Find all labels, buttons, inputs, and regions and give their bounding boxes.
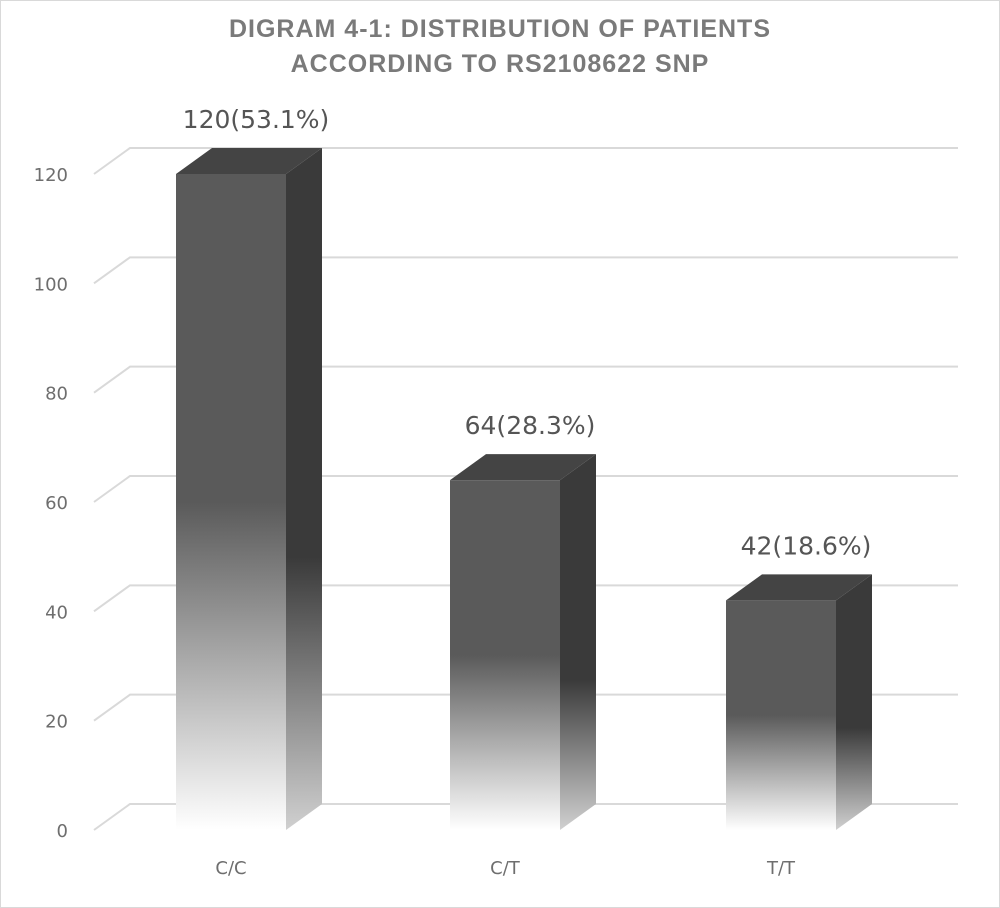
bar-top-c-t: [450, 454, 596, 481]
y-axis: 0 20 40 60 80 100 120: [34, 165, 68, 842]
bar-c-c: [176, 148, 322, 830]
chart-title-line-1: DIGRAM 4-1: DISTRIBUTION OF PATIENTS: [228, 15, 772, 43]
gridline-100: [93, 256, 958, 285]
bar-front-c-c: [176, 174, 286, 830]
gridlines: [93, 147, 958, 831]
x-tick-label-c-c: C/C: [215, 858, 246, 879]
x-axis: C/C C/T T/T: [215, 858, 796, 879]
gridline-0: [93, 803, 958, 831]
chart-title-line-2: ACCORDING TO RS2108622 SNP: [290, 50, 710, 78]
x-tick-label-t-t: T/T: [766, 858, 796, 879]
bar-side-t-t: [836, 574, 872, 830]
bar-front-t-t: [726, 600, 836, 830]
y-tick-label-20: 20: [45, 712, 68, 733]
y-tick-label-60: 60: [45, 493, 68, 514]
x-tick-label-c-t: C/T: [490, 858, 521, 879]
gridline-80: [93, 365, 958, 394]
bar-front-c-t: [450, 480, 560, 830]
bar-top-t-t: [726, 574, 872, 601]
data-labels: 120(53.1%) 64(28.3%) 42(18.6%): [183, 105, 872, 560]
data-label-c-t: 64(28.3%): [465, 411, 596, 440]
gridline-60: [93, 475, 958, 503]
bar-c-t: [450, 454, 596, 830]
chart-title: DIGRAM 4-1: DISTRIBUTION OF PATIENTS ACC…: [0, 12, 1000, 82]
gridline-40: [93, 584, 958, 613]
y-tick-label-0: 0: [57, 821, 68, 842]
gridline-120: [93, 147, 958, 175]
bars: [176, 148, 872, 830]
y-tick-label-120: 120: [34, 165, 68, 186]
bar-side-c-c: [286, 148, 322, 830]
y-tick-label-40: 40: [45, 602, 68, 623]
y-tick-label-80: 80: [45, 384, 68, 405]
data-label-c-c: 120(53.1%): [183, 105, 330, 134]
bar-top-c-c: [176, 148, 322, 174]
data-label-t-t: 42(18.6%): [741, 531, 872, 560]
bar-t-t: [726, 574, 872, 830]
gridline-20: [93, 693, 958, 722]
bar-side-c-t: [560, 454, 596, 830]
y-tick-label-100: 100: [34, 274, 68, 295]
